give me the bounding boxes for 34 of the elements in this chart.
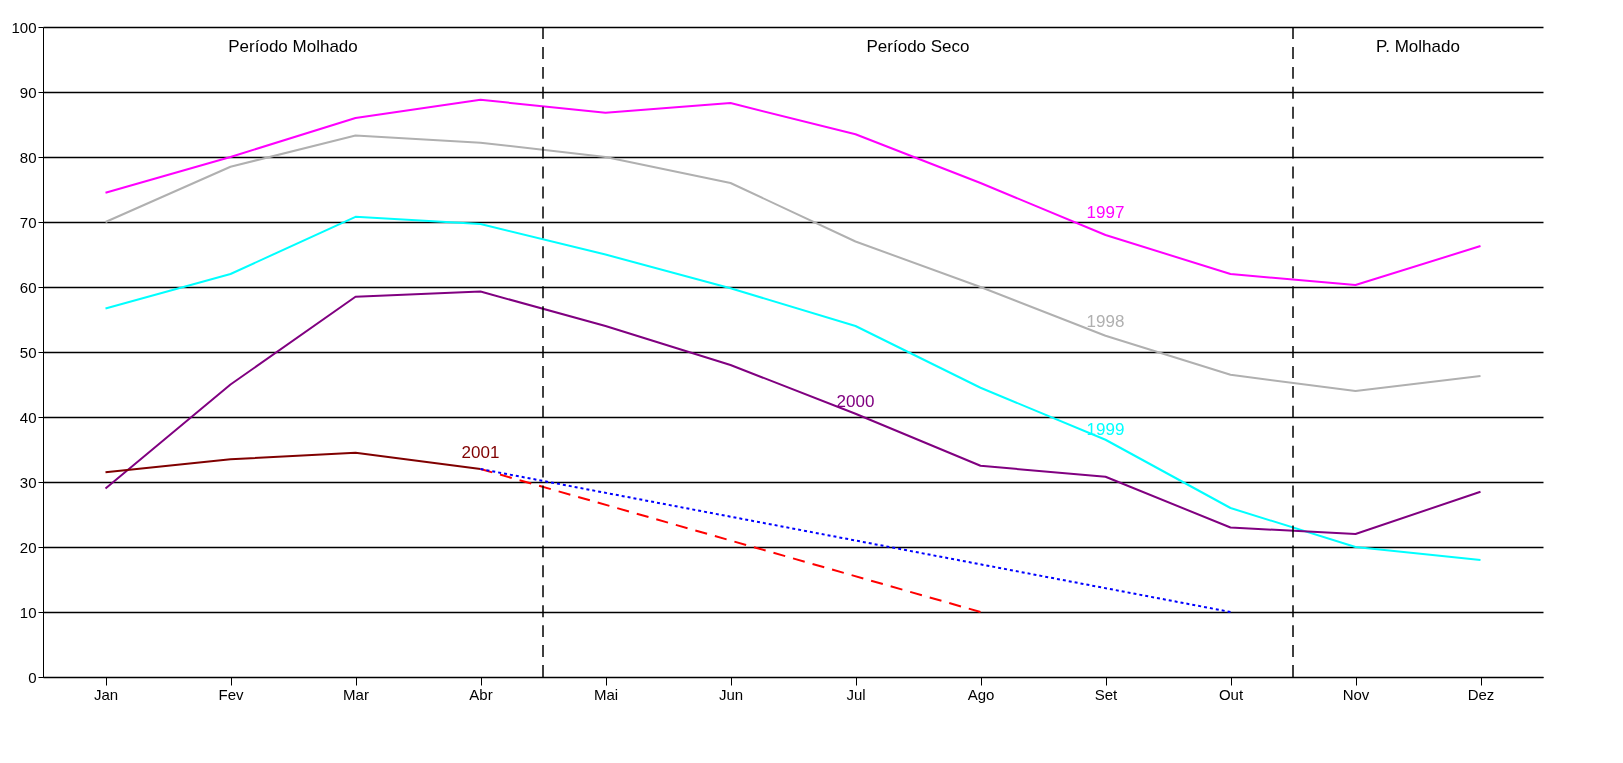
y-tick-label: 90: [19, 83, 37, 101]
y-tick-label: 60: [19, 278, 37, 296]
x-tick-label: Out: [1218, 685, 1244, 703]
line-series: [104, 98, 1482, 287]
y-tick-label: 10: [19, 603, 37, 621]
x-tick-label: Mai: [593, 685, 619, 703]
x-tick-label: Ago: [967, 685, 995, 703]
x-tick-label: Nov: [1342, 685, 1370, 703]
series-label: 1997: [1086, 203, 1125, 222]
x-tick-label: Jun: [718, 685, 744, 703]
y-tick-label: 50: [19, 343, 37, 361]
x-tick-label: Abr: [469, 685, 493, 703]
annotation: Período Molhado: [228, 36, 358, 56]
y-tick-label: 20: [19, 538, 37, 556]
series-label: 1999: [1086, 419, 1125, 439]
series-label: 2000: [836, 391, 875, 411]
x-tick-label: Fev: [218, 685, 244, 703]
y-tick-label: 70: [19, 213, 37, 231]
line-series: [104, 134, 1482, 392]
y-tick-label: 40: [19, 408, 37, 426]
series-label: 2001: [461, 443, 500, 462]
line-series: [104, 290, 1482, 535]
x-tick-label: Mar: [343, 685, 369, 703]
x-tick-label: Jul: [846, 685, 866, 703]
x-tick-label: Dez: [1467, 685, 1495, 703]
y-tick-label: 30: [19, 473, 37, 491]
x-tick-label: Set: [1094, 685, 1119, 703]
x-tick-label: Jan: [93, 685, 119, 703]
y-tick-label: 0: [28, 668, 37, 686]
annotation: P. Molhado: [1376, 36, 1460, 56]
annotation: Período Seco: [866, 36, 970, 56]
series-label: 1998: [1086, 311, 1125, 331]
y-tick-label: 100: [11, 18, 37, 36]
y-tick-label: 80: [19, 148, 37, 166]
